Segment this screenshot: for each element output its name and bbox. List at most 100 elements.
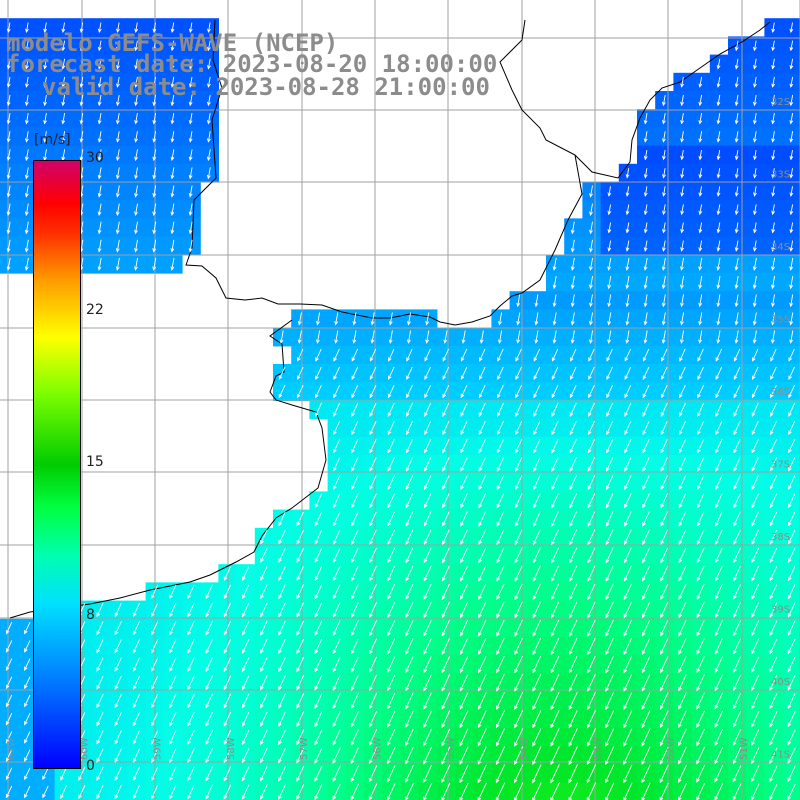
wind-arrow <box>769 693 778 710</box>
wind-arrow <box>606 385 614 399</box>
wind-arrow <box>714 674 723 692</box>
wind-arrow <box>607 275 612 290</box>
wind-arrow <box>605 547 614 564</box>
wind-arrow <box>568 764 578 784</box>
wind-arrow <box>789 204 794 216</box>
wind-arrow <box>461 330 466 344</box>
wind-arrow <box>115 94 120 107</box>
wind-arrow <box>753 58 757 70</box>
wind-arrow <box>606 402 614 417</box>
wind-arrow <box>405 710 414 728</box>
wind-arrow <box>532 710 542 729</box>
wind-arrow <box>134 167 138 180</box>
wind-arrow <box>332 548 341 563</box>
wind-arrow <box>698 330 703 344</box>
wind-arrow <box>314 729 323 746</box>
wind-arrow <box>350 693 359 710</box>
wind-arrow <box>351 620 359 637</box>
wind-arrow <box>260 602 268 618</box>
wind-arrow <box>732 747 742 765</box>
wind-arrow <box>515 402 523 417</box>
wind-arrow <box>241 748 250 764</box>
wind-arrow <box>696 728 705 747</box>
wind-arrow <box>24 203 29 217</box>
wind-arrow <box>587 439 596 454</box>
wind-arrow <box>606 348 613 362</box>
wind-arrow <box>643 204 648 216</box>
wind-arrow <box>587 674 596 692</box>
wind-arrow <box>424 439 432 454</box>
wind-arrow <box>586 728 597 747</box>
wind-arrow <box>5 749 13 762</box>
wind-arrow <box>368 729 378 746</box>
wind-arrow <box>278 566 286 582</box>
wind-arrow <box>423 692 432 710</box>
wind-arrow <box>350 747 359 765</box>
wind-arrow <box>333 366 340 381</box>
wind-arrow <box>642 565 651 582</box>
wind-arrow <box>278 657 286 673</box>
wind-arrow <box>61 40 66 52</box>
wind-arrow <box>423 638 432 655</box>
lat-label: 39S <box>771 605 790 616</box>
wind-arrow <box>332 620 341 637</box>
wind-arrow <box>587 475 596 491</box>
wind-arrow <box>513 782 524 800</box>
wind-arrow <box>698 186 703 197</box>
wind-arrow <box>114 730 122 745</box>
wind-arrow <box>678 764 687 783</box>
wind-arrow <box>351 511 359 527</box>
wind-arrow <box>496 710 505 729</box>
wind-arrow <box>715 565 723 582</box>
wind-arrow <box>678 620 687 637</box>
wind-arrow <box>332 638 341 655</box>
wind-arrow <box>114 621 122 636</box>
wind-arrow <box>734 204 739 216</box>
wind-arrow <box>589 185 593 198</box>
wind-arrow <box>460 583 469 600</box>
wind-arrow <box>497 348 504 362</box>
wind-arrow <box>79 94 84 107</box>
wind-arrow <box>97 40 102 52</box>
wind-arrow <box>533 475 541 491</box>
wind-arrow <box>387 547 396 564</box>
wind-arrow <box>115 113 120 125</box>
wind-arrow <box>350 638 359 655</box>
wind-arrow <box>332 747 341 764</box>
wind-arrow <box>116 40 120 52</box>
wind-arrow <box>587 601 596 619</box>
map-title-model: modelo GEFS-WAVE (NCEP) <box>6 29 339 57</box>
wind-arrow <box>278 366 286 381</box>
wind-arrow <box>551 385 559 399</box>
wind-arrow <box>296 693 305 709</box>
wind-arrow <box>789 76 794 88</box>
wind-arrow <box>387 674 396 692</box>
colorbar-tick-8: 8 <box>86 607 95 623</box>
wind-arrow <box>114 784 122 800</box>
wind-arrow <box>642 529 650 546</box>
wind-arrow <box>697 475 705 491</box>
wind-arrow <box>643 275 648 290</box>
wind-arrow <box>96 766 104 782</box>
wind-arrow <box>132 730 141 745</box>
wind-arrow <box>314 765 323 782</box>
wind-arrow <box>297 366 304 381</box>
wind-arrow <box>405 402 413 417</box>
wind-arrow <box>678 728 687 747</box>
wind-arrow <box>459 710 469 729</box>
wind-arrow <box>369 566 377 582</box>
wind-arrow <box>278 511 286 527</box>
wind-arrow <box>405 620 414 637</box>
wind-arrow <box>477 674 487 692</box>
wind-arrow <box>241 711 250 727</box>
wind-arrow <box>588 330 594 344</box>
wind-arrow <box>351 366 359 381</box>
wind-arrow <box>332 711 341 728</box>
wind-arrow <box>314 493 323 509</box>
wind-arrow <box>134 257 139 271</box>
wind-arrow <box>387 710 396 728</box>
wind-arrow <box>459 638 469 655</box>
wind-arrow <box>587 692 596 711</box>
wind-arrow <box>533 385 541 399</box>
wind-arrow <box>205 584 213 600</box>
